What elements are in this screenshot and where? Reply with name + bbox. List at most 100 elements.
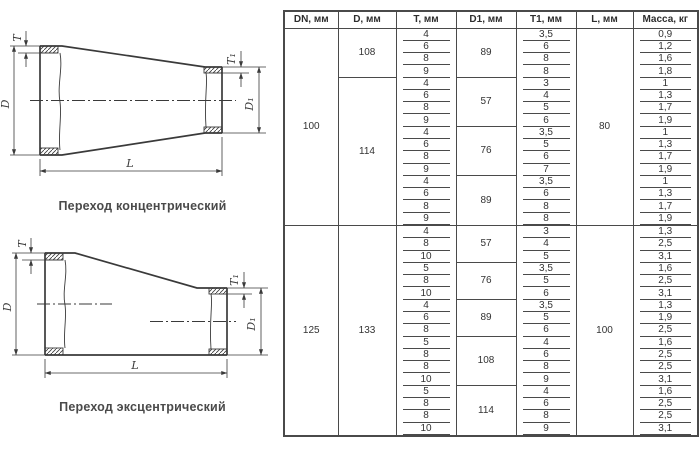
- cell-t1: 8: [515, 65, 577, 78]
- cell-t: 10: [395, 373, 457, 386]
- table-row: 9 6 1,9: [284, 114, 699, 127]
- table-row: 8 5 2,5: [284, 275, 699, 288]
- cell-d1: 114: [455, 385, 517, 437]
- cell-mass: 1,6: [632, 385, 699, 398]
- dim-label-L: L: [130, 359, 138, 372]
- cell-t: 5: [395, 336, 457, 349]
- cell-t: 4: [395, 126, 457, 140]
- cell-dn: 100: [283, 27, 339, 227]
- cell-t: 6: [395, 188, 457, 201]
- column-header: DN, мм: [283, 10, 339, 29]
- cell-mass: 1,6: [632, 262, 699, 276]
- eccentric-caption: Переход эксцентрический: [59, 400, 226, 414]
- cell-t1: 3: [515, 225, 577, 239]
- cell-mass: 1,8: [632, 65, 699, 78]
- table-row: 8 4 2,5: [284, 238, 699, 251]
- dim-L: [44, 359, 228, 378]
- cell-t: 4: [395, 77, 457, 90]
- cell-mass: 1,7: [632, 151, 699, 164]
- table-row: 10 5 3,1: [284, 250, 699, 263]
- cell-t1: 6: [515, 287, 577, 300]
- cell-mass: 3,1: [632, 287, 699, 300]
- cell-t: 4: [395, 299, 457, 313]
- cell-mass: 1,7: [632, 200, 699, 213]
- cell-mass: 3,1: [632, 250, 699, 263]
- column-header: L, мм: [575, 10, 634, 29]
- concentric-caption: Переход концентрический: [58, 199, 227, 213]
- column-header: T1, мм: [515, 10, 577, 29]
- table-row: 6 5 1,9: [284, 312, 699, 325]
- dim-T1: [219, 272, 252, 308]
- cell-mass: 2,5: [632, 324, 699, 337]
- cell-l: 80: [575, 27, 634, 227]
- cell-t: 5: [395, 385, 457, 398]
- cell-t1: 6: [515, 40, 577, 54]
- dim-D1: [222, 66, 266, 134]
- cell-mass: 1,6: [632, 53, 699, 66]
- table-row: 5 76 3,5 1,6: [284, 262, 699, 301]
- cell-d1: 76: [455, 262, 517, 301]
- cell-t1: 6: [515, 151, 577, 164]
- cell-mass: 1,9: [632, 212, 699, 226]
- cell-d1: 89: [455, 299, 517, 338]
- header-row: DN, мм D, мм T, мм D1, мм T1, мм L, мм Масса, …: [283, 10, 699, 29]
- table-row: 6 4 1,3: [284, 89, 699, 103]
- cell-mass: 2,5: [632, 348, 699, 362]
- column-header: Масса, кг: [632, 10, 699, 29]
- dim-label-T: T: [11, 33, 24, 42]
- table-row: 4 76 3,5 1: [284, 126, 699, 177]
- cell-t: 8: [395, 275, 457, 288]
- dim-T: [22, 238, 63, 274]
- cell-t: 8: [395, 361, 457, 374]
- cell-t: 8: [395, 200, 457, 213]
- cell-t: 8: [395, 238, 457, 251]
- cell-mass: 1,3: [632, 139, 699, 152]
- cell-d1: 89: [455, 175, 517, 227]
- table-row: 9 7 1,9: [284, 163, 699, 176]
- cell-d1: 76: [455, 126, 517, 177]
- cell-t1: 5: [515, 139, 577, 152]
- cell-d1: 57: [455, 77, 517, 128]
- table-row: 6 6 1,3: [284, 188, 699, 201]
- cell-t1: 6: [515, 348, 577, 362]
- cell-mass: 2,5: [632, 361, 699, 374]
- cell-d1: 108: [455, 336, 517, 387]
- cell-mass: 2,5: [632, 410, 699, 423]
- dim-D: [12, 252, 45, 356]
- table-row: 125 133 4 57 3 100 1,3: [283, 225, 699, 437]
- cell-d1: 57: [455, 225, 517, 264]
- cell-t: 6: [395, 89, 457, 103]
- dim-label-L: L: [125, 157, 133, 170]
- spec-table: DN, мм D, мм T, мм D1, мм T1, мм L, мм Масса, …: [283, 10, 699, 437]
- cell-t: 9: [395, 65, 457, 78]
- cell-t1: 5: [515, 275, 577, 288]
- dim-label-T1: T₁: [228, 274, 241, 286]
- table-row: 8 6 1,7: [284, 151, 699, 164]
- cell-t1: 4: [515, 238, 577, 251]
- table-row: 10 9 3,1: [284, 373, 699, 386]
- cell-t: 8: [395, 151, 457, 164]
- cell-t: 8: [395, 102, 457, 115]
- column-header: D, мм: [337, 10, 397, 29]
- dim-label-D1: D₁: [245, 317, 258, 331]
- cell-mass: 1,3: [632, 225, 699, 239]
- cell-t: 8: [395, 397, 457, 411]
- cell-t1: 4: [515, 89, 577, 103]
- cell-mass: 0,9: [632, 28, 699, 41]
- dim-label-T: T: [16, 239, 29, 248]
- table-row: 10 9 3,1: [284, 422, 699, 436]
- cell-d: 133: [337, 225, 397, 437]
- dim-D1: [227, 287, 268, 356]
- cell-t: 8: [395, 324, 457, 337]
- cell-t1: 3,5: [515, 262, 577, 276]
- cell-t1: 6: [515, 324, 577, 337]
- cell-mass: 1: [632, 77, 699, 90]
- cell-mass: 3,1: [632, 422, 699, 436]
- cell-t1: 4: [515, 336, 577, 349]
- cell-t: 10: [395, 422, 457, 436]
- table-row: 8 6 2,5: [284, 348, 699, 362]
- dim-L: [39, 137, 223, 176]
- dim-label-D: D: [0, 99, 12, 109]
- cell-t1: 8: [515, 212, 577, 226]
